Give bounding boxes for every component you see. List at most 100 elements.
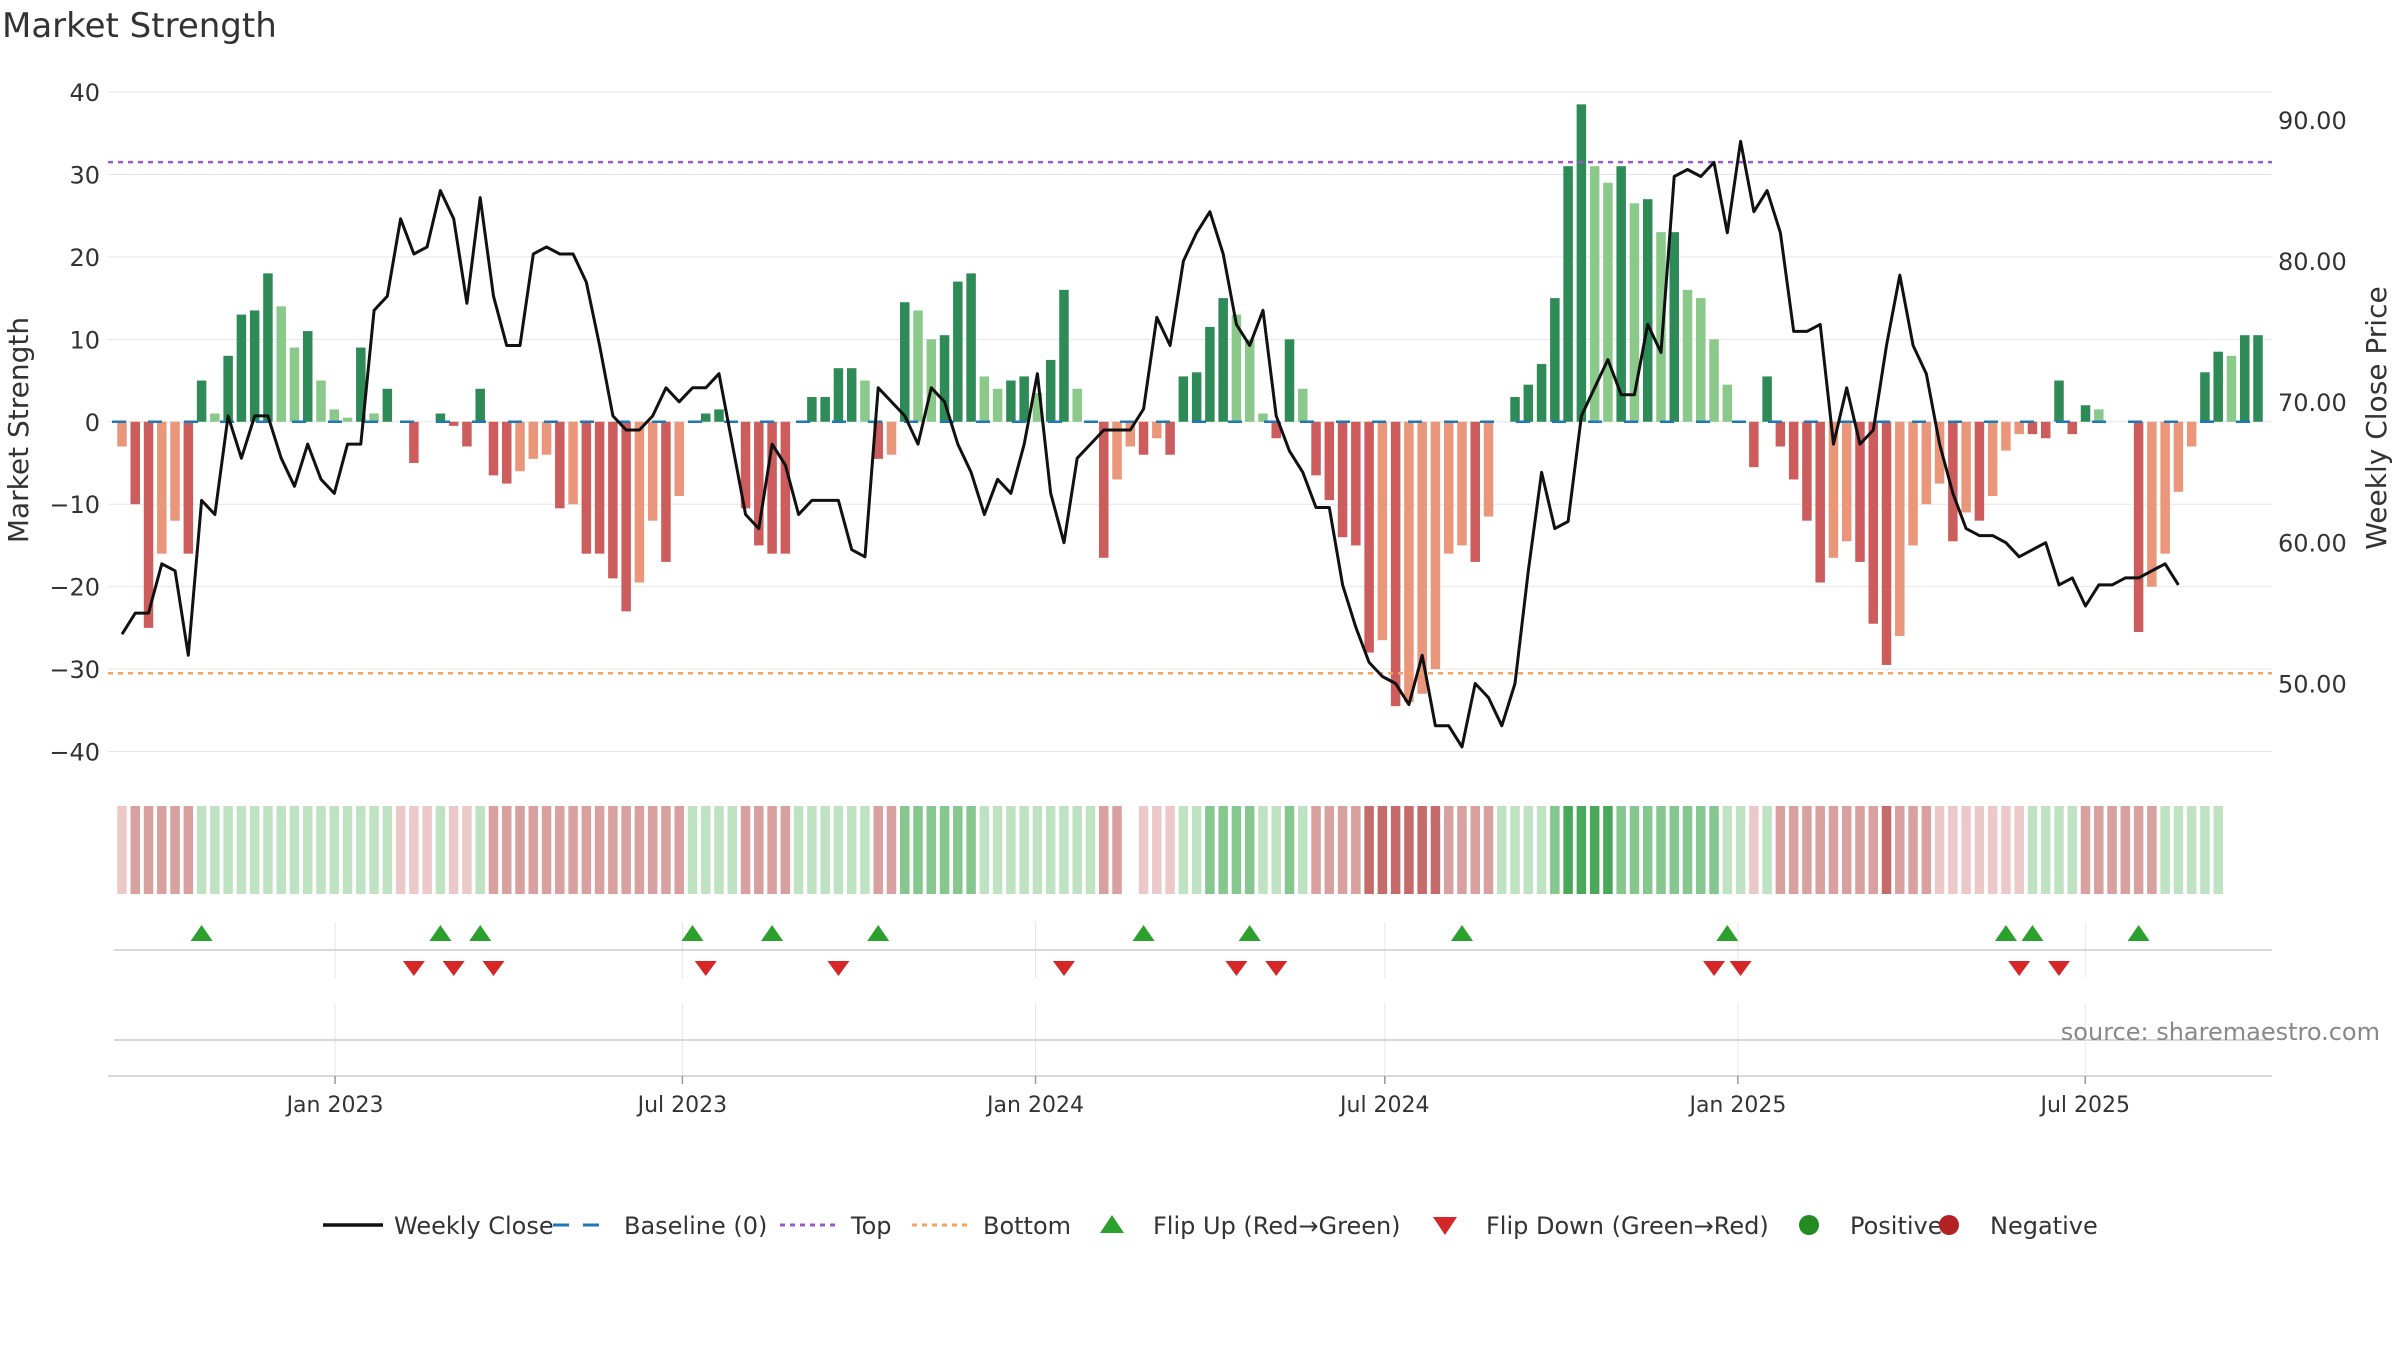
regime-cell xyxy=(1178,806,1189,894)
regime-cell xyxy=(210,806,220,894)
strength-bar xyxy=(302,331,313,422)
regime-cell xyxy=(316,806,326,894)
regime-cell xyxy=(1563,806,1573,894)
regime-cell xyxy=(2054,806,2064,894)
strength-bar xyxy=(2239,335,2250,422)
strength-bar xyxy=(1642,199,1653,422)
strength-bar xyxy=(1404,421,1414,703)
strength-bar xyxy=(1152,421,1162,439)
strength-bar xyxy=(1324,421,1335,501)
strength-bar xyxy=(382,388,393,422)
legend-swatch xyxy=(1799,1215,1819,1235)
legend-item: Top xyxy=(780,1212,892,1240)
strength-bar xyxy=(1284,339,1295,422)
strength-bar xyxy=(1669,232,1679,422)
regime-cell xyxy=(1337,806,1348,894)
regime-cell xyxy=(1443,806,1454,894)
strength-bar xyxy=(939,335,950,422)
strength-bar xyxy=(409,421,419,463)
regime-cell xyxy=(1377,806,1388,894)
x-tick-label: Jul 2025 xyxy=(2039,1093,2131,1118)
strength-bar xyxy=(1483,421,1494,517)
regime-cell xyxy=(900,806,910,894)
regime-cell xyxy=(1510,806,1520,894)
strength-bar xyxy=(183,421,194,554)
strength-bar xyxy=(1656,232,1666,422)
strength-bar xyxy=(1218,298,1228,422)
strength-bar xyxy=(1536,364,1547,422)
strength-bar xyxy=(488,421,499,476)
regime-cell xyxy=(1099,806,1109,894)
strength-bar xyxy=(210,413,220,422)
x-tick-label: Jul 2023 xyxy=(636,1093,728,1118)
regime-cell xyxy=(276,806,286,894)
regime-cell xyxy=(501,806,512,894)
y-tick-label: −10 xyxy=(49,491,100,519)
strength-bar xyxy=(1788,421,1799,480)
strength-bar xyxy=(1019,376,1029,422)
strength-bar xyxy=(1298,388,1308,422)
y2-axis-title: Weekly Close Price xyxy=(2360,286,2393,549)
regime-cell xyxy=(1085,806,1096,894)
regime-cell xyxy=(1324,806,1335,894)
regime-cell xyxy=(143,806,154,894)
y-axis-title: Market Strength xyxy=(2,317,35,543)
legend-label: Baseline (0) xyxy=(624,1212,767,1240)
strength-bar xyxy=(1934,421,1945,484)
regime-cell xyxy=(581,806,592,894)
regime-cell xyxy=(1974,806,1985,894)
flip-up-marker xyxy=(2127,925,2150,941)
strength-bar xyxy=(1828,421,1839,558)
regime-cell xyxy=(1735,806,1746,894)
strength-bar xyxy=(1563,166,1573,422)
regime-cell xyxy=(1417,806,1427,894)
legend-swatch xyxy=(1433,1217,1457,1235)
strength-bar xyxy=(833,368,844,422)
strength-bar xyxy=(1364,421,1374,653)
regime-cell xyxy=(1550,806,1560,894)
y-tick-label: 20 xyxy=(69,244,100,272)
strength-bar xyxy=(236,314,247,422)
strength-bar xyxy=(1032,392,1043,422)
regime-cell xyxy=(1231,806,1242,894)
regime-cell xyxy=(661,806,671,894)
strength-bar xyxy=(740,421,751,509)
strength-bar xyxy=(196,380,207,422)
strength-bar xyxy=(1682,289,1693,422)
strength-bar xyxy=(1921,421,1932,505)
flip-up-marker xyxy=(429,925,452,941)
regime-cell xyxy=(860,806,870,894)
regime-cell xyxy=(369,806,379,894)
strength-bar xyxy=(1205,326,1215,422)
strength-bar xyxy=(1006,380,1016,422)
strength-bar xyxy=(1961,421,1971,513)
strength-bar xyxy=(1337,421,1348,538)
regime-cell xyxy=(2160,806,2170,894)
strength-bar xyxy=(2213,351,2223,422)
strength-bar xyxy=(1059,289,1069,422)
strength-bar xyxy=(1749,421,1759,468)
flip-up-marker xyxy=(2021,925,2044,941)
strength-bar xyxy=(2027,421,2038,435)
strength-bar xyxy=(1165,421,1175,455)
strength-bar xyxy=(714,409,724,422)
regime-cell xyxy=(634,806,645,894)
y2-tick-label: 80.00 xyxy=(2278,248,2347,276)
regime-cell xyxy=(913,806,923,894)
y2-tick-label: 50.00 xyxy=(2278,671,2347,699)
regime-cell xyxy=(249,806,260,894)
strength-bar xyxy=(1523,384,1534,422)
strength-bar xyxy=(369,413,379,422)
strength-bar xyxy=(1138,421,1149,455)
regime-cell xyxy=(1298,806,1308,894)
strength-bar xyxy=(2014,421,2024,435)
strength-bar xyxy=(1987,421,1998,496)
strength-bar xyxy=(2067,421,2078,435)
regime-cell xyxy=(1470,806,1480,894)
legend-item: Weekly Close xyxy=(323,1212,554,1240)
regime-cell xyxy=(701,806,711,894)
flip-down-marker xyxy=(827,961,850,976)
y-tick-label: 40 xyxy=(69,79,100,107)
flip-up-marker xyxy=(1132,925,1155,941)
strength-bar xyxy=(1510,397,1520,422)
